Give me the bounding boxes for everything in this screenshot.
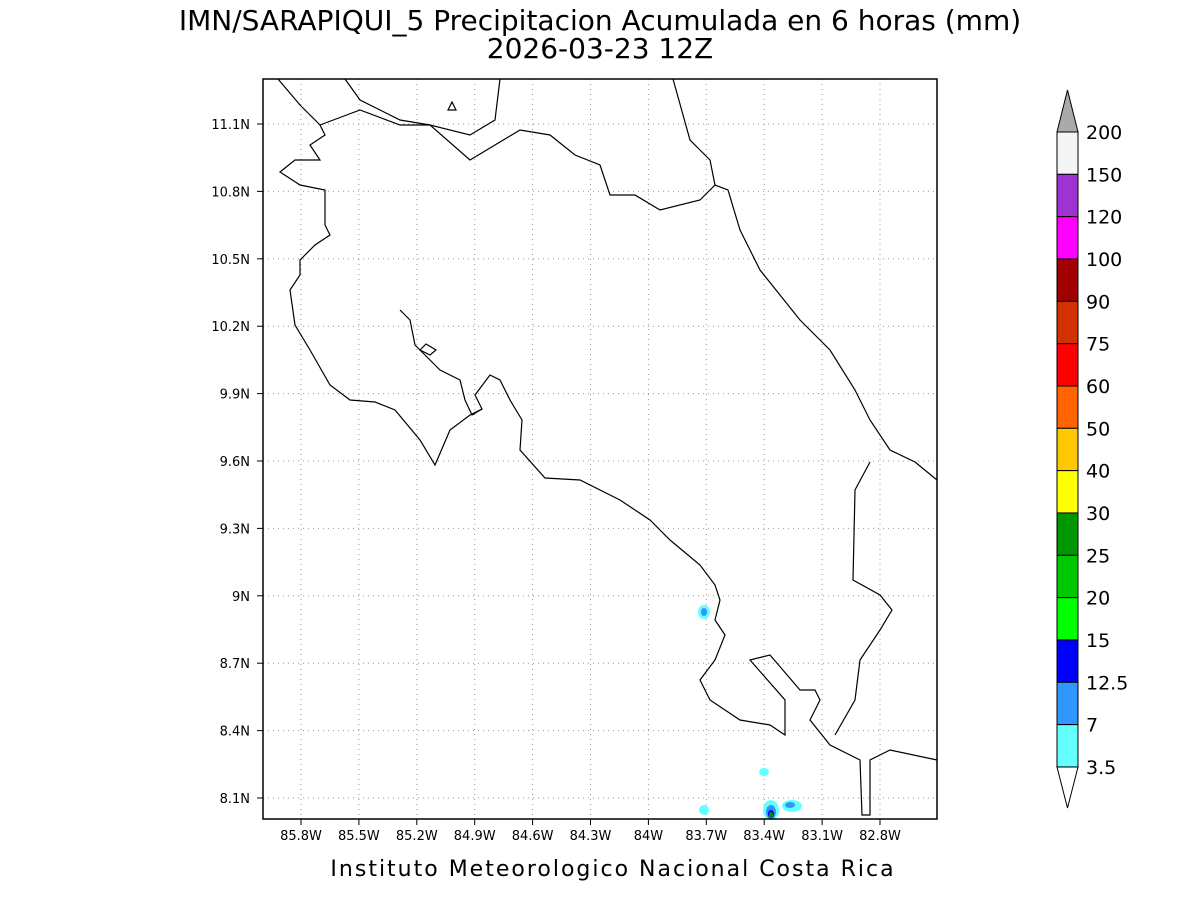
- y-tick-label: 9.9N: [220, 388, 250, 403]
- x-tick-label: 83.1W: [801, 829, 843, 844]
- colorbar-box: [1056, 724, 1079, 768]
- footer: Instituto Meteorologico Nacional Costa R…: [330, 857, 895, 882]
- title: IMN/SARAPIQUI_5 Precipitacion Acumulada …: [179, 4, 1021, 37]
- colorbar-arrow: [1056, 766, 1079, 809]
- colorbar-box: [1056, 681, 1079, 726]
- x-tick-label: 85.2W: [396, 829, 438, 844]
- colorbar-box: [1056, 131, 1079, 175]
- y-tick-label: 9N: [232, 590, 250, 605]
- colorbar-box: [1056, 216, 1079, 260]
- colorbar-label: 40: [1086, 461, 1110, 483]
- x-tick-label: 85.8W: [280, 829, 322, 844]
- y-tick-label: 8.1N: [220, 792, 250, 807]
- colorbar-box: [1056, 385, 1079, 429]
- x-tick-label: 84.3W: [570, 829, 612, 844]
- colorbar-label: 7: [1086, 715, 1098, 737]
- colorbar-box: [1056, 554, 1079, 599]
- colorbar-box: [1056, 512, 1079, 556]
- y-tick-label: 9.3N: [220, 522, 250, 537]
- colorbar-box: [1056, 258, 1079, 302]
- y-tick-label: 11.1N: [211, 118, 250, 133]
- x-tick-label: 83.7W: [685, 829, 727, 844]
- y-tick-label: 8.4N: [220, 725, 250, 740]
- colorbar-label: 75: [1086, 334, 1110, 356]
- colorbar-box: [1056, 427, 1079, 472]
- colorbar-box: [1056, 470, 1079, 514]
- colorbar-label: 90: [1086, 291, 1110, 313]
- y-tick-label: 10.5N: [211, 253, 250, 268]
- x-tick-label: 85.5W: [338, 829, 380, 844]
- colorbar-label: 12.5: [1086, 672, 1128, 694]
- x-tick-label: 84.9W: [454, 829, 496, 844]
- coastline: [277, 78, 938, 816]
- map-frame: [262, 78, 938, 820]
- colorbar-label: 3.5: [1086, 757, 1116, 779]
- colorbar-label: 30: [1086, 503, 1110, 525]
- colorbar-label: 100: [1086, 249, 1122, 271]
- colorbar-label: 15: [1086, 630, 1110, 652]
- y-tick-label: 10.8N: [211, 185, 250, 200]
- precipitation: [698, 605, 802, 820]
- colorbar-box: [1056, 300, 1079, 345]
- colorbar-label: 200: [1086, 122, 1122, 144]
- subtitle: 2026-03-23 12Z: [487, 32, 713, 65]
- colorbar-box: [1056, 173, 1079, 218]
- colorbar-box: [1056, 597, 1079, 641]
- colorbar-label: 120: [1086, 207, 1122, 229]
- colorbar-label: 25: [1086, 545, 1110, 567]
- colorbar: 200 150 120 100 90 75 60 50 40 30 25 20 15 12.5 7 3.5: [1056, 89, 1128, 809]
- grid: [257, 79, 937, 825]
- y-tick-label: 9.6N: [220, 455, 250, 470]
- colorbar-label: 150: [1086, 164, 1122, 186]
- y-tick-label: 8.7N: [220, 657, 250, 672]
- y-tick-label: 10.2N: [211, 320, 250, 335]
- x-tick-label: 84.6W: [512, 829, 554, 844]
- colorbar-arrow: [1056, 89, 1079, 133]
- x-tick-label: 83.4W: [743, 829, 785, 844]
- colorbar-box: [1056, 639, 1079, 683]
- colorbar-label: 20: [1086, 588, 1110, 610]
- colorbar-box: [1056, 343, 1079, 387]
- colorbar-label: 60: [1086, 376, 1110, 398]
- colorbar-label: 50: [1086, 418, 1110, 440]
- x-tick-label: 82.8W: [859, 829, 901, 844]
- x-tick-label: 84W: [634, 829, 664, 844]
